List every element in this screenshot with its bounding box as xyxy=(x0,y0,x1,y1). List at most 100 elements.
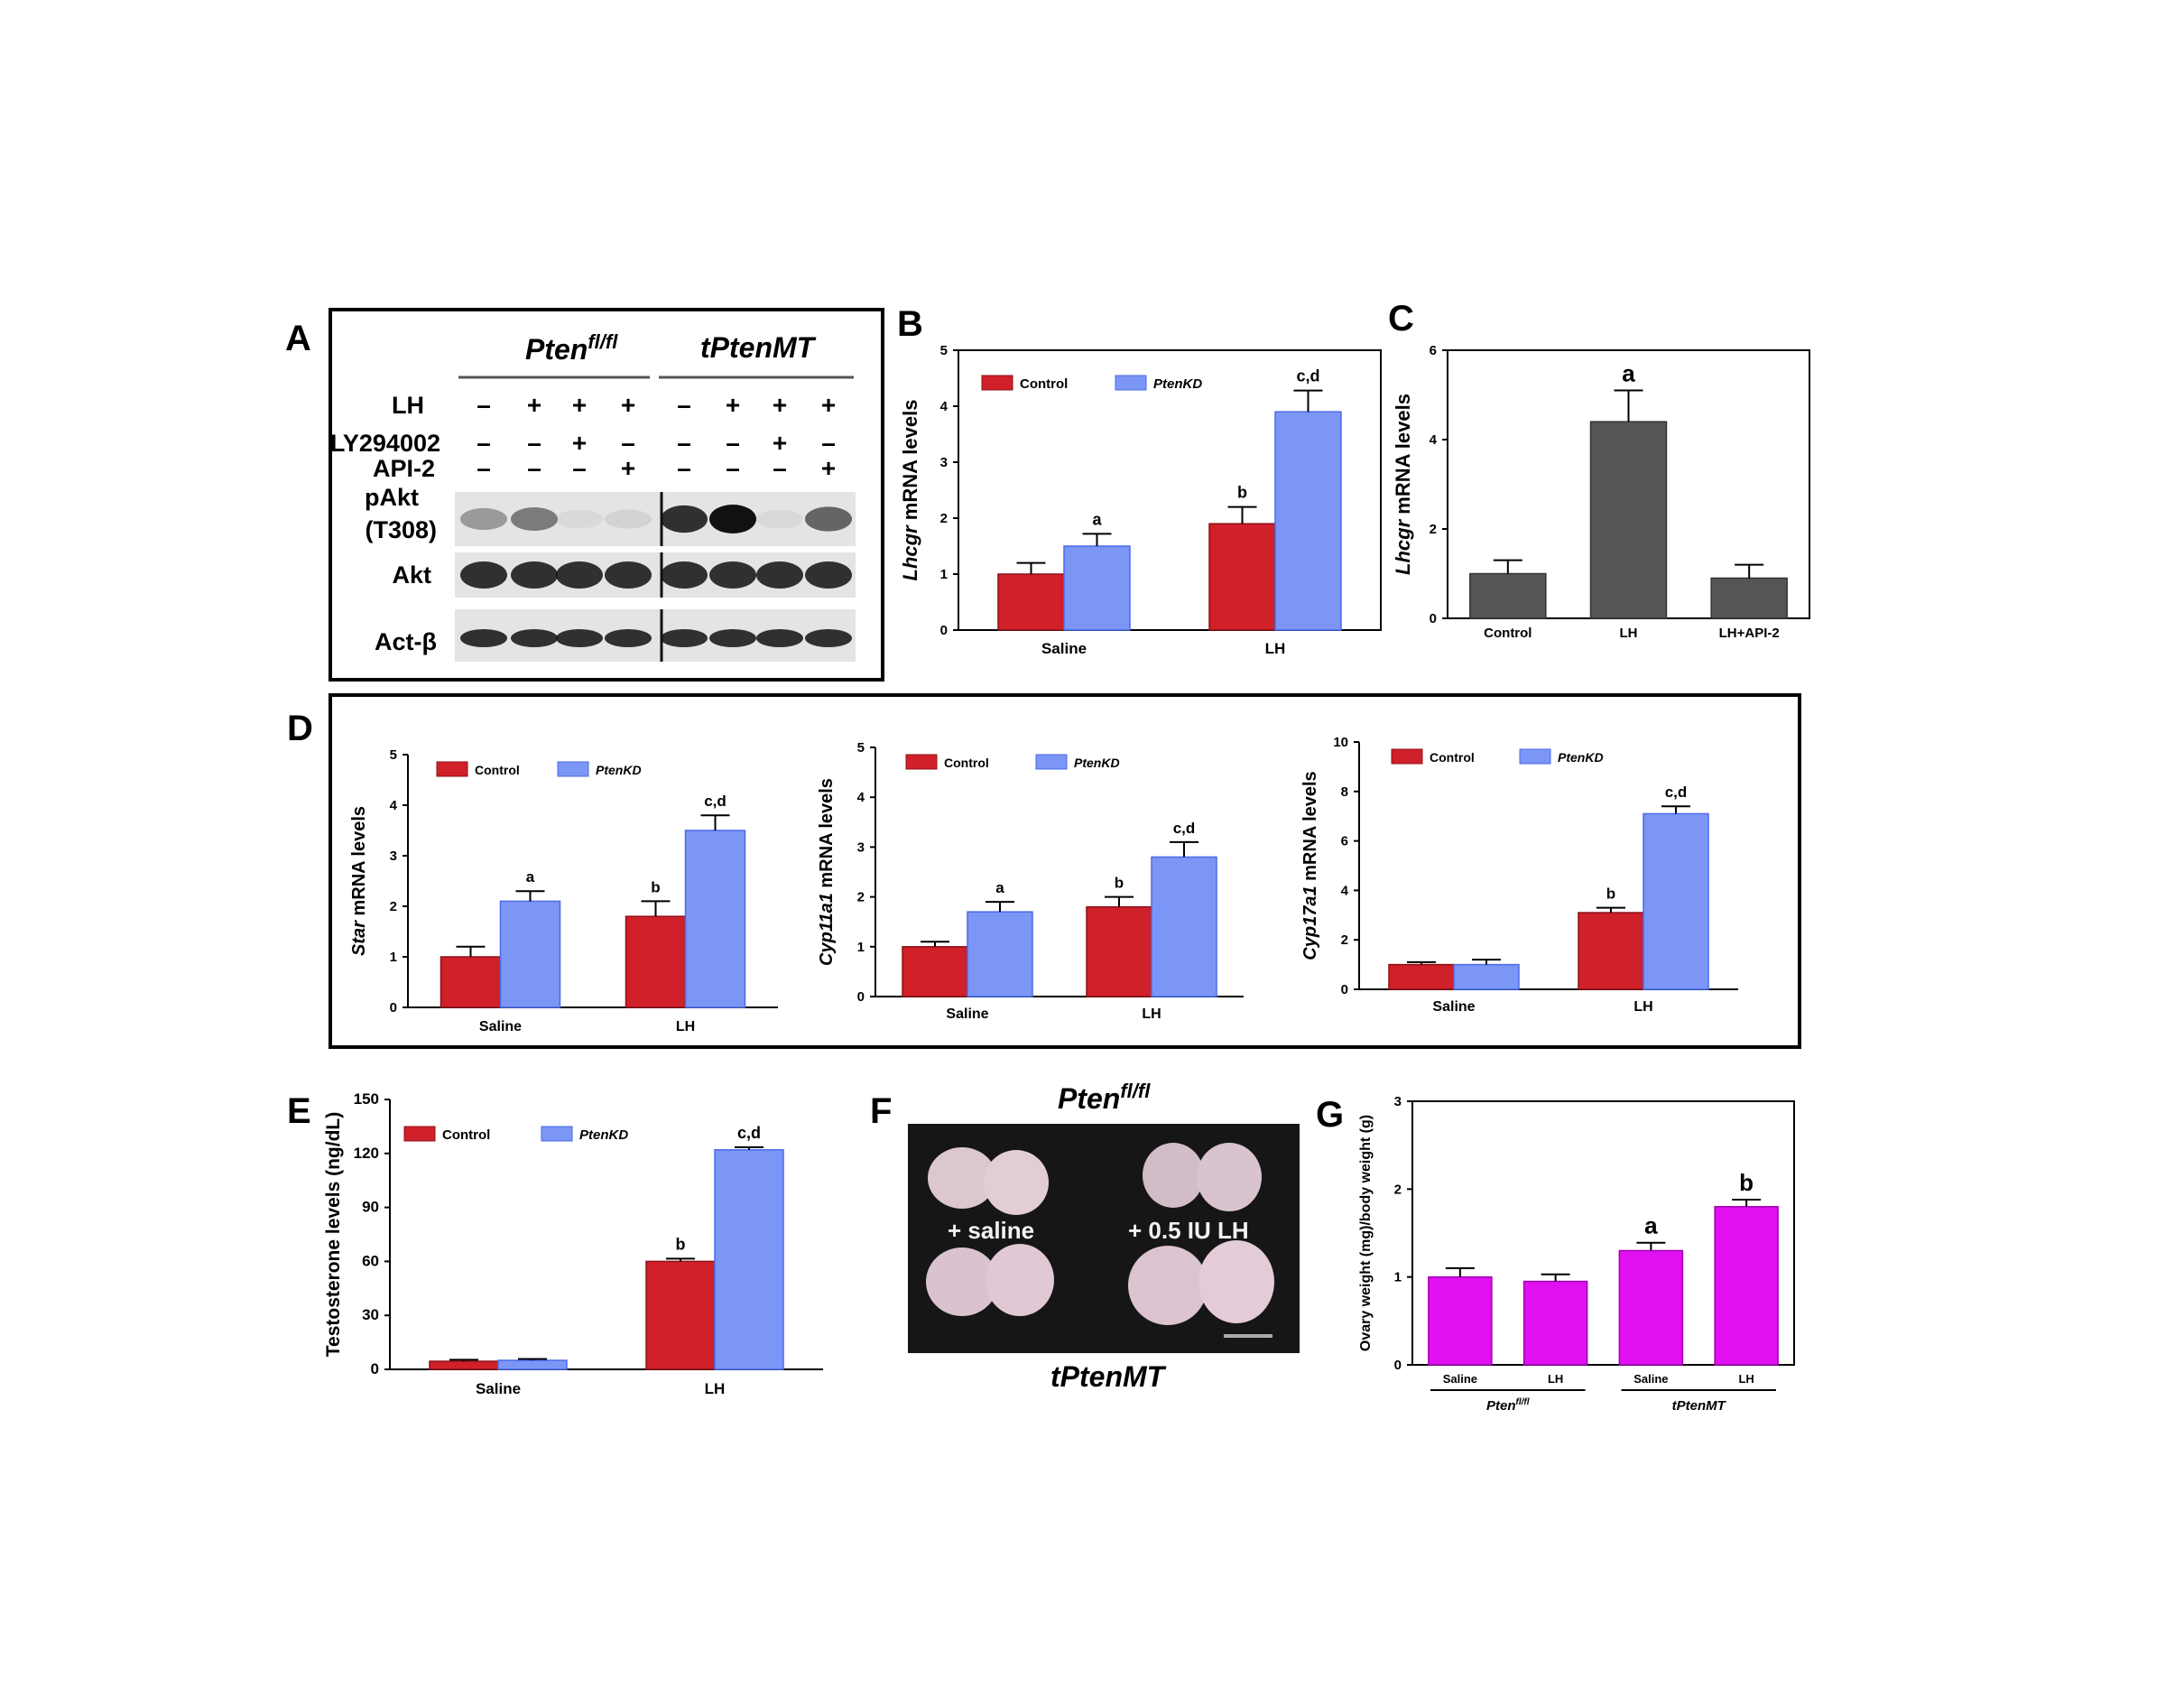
treatment-sign: + xyxy=(821,391,836,419)
significance-label: b xyxy=(651,878,660,895)
photo-right-caption: + 0.5 IU LH xyxy=(1128,1217,1249,1244)
photo-bottom-label: tPtenMT xyxy=(1050,1360,1167,1393)
chart-d1: 0 1 2 3 4 5 Star mRNA levels Saline a LH b c,d Contr… xyxy=(349,747,778,1034)
treatment-sign: – xyxy=(527,429,541,457)
western-blot-panel: Ptenfl/fl tPtenMT LH – + + + – + + +LY294002– – + –… xyxy=(330,330,856,662)
x-category-label: LH xyxy=(1633,999,1652,1015)
y-tick-label: 0 xyxy=(940,623,948,638)
x-category-label: LH xyxy=(705,1380,726,1397)
blot-band-act xyxy=(661,629,708,647)
bar xyxy=(1469,572,1547,619)
blot-label-akt: Akt xyxy=(392,561,431,589)
y-tick-label: 2 xyxy=(390,899,397,914)
y-tick-label: 8 xyxy=(1341,784,1348,800)
y-tick-label: 10 xyxy=(1333,735,1348,750)
x-category-label: Saline xyxy=(946,1006,988,1022)
legend-label: Control xyxy=(1020,376,1068,392)
significance-label: b xyxy=(1115,875,1124,892)
bar xyxy=(499,900,561,1008)
treatment-sign: + xyxy=(726,391,740,419)
y-axis-label: Cyp11a1 mRNA levels xyxy=(817,778,837,966)
significance-label: c,d xyxy=(1173,820,1196,837)
bar xyxy=(1063,545,1131,631)
y-tick-label: 1 xyxy=(857,940,865,955)
bar xyxy=(684,830,746,1008)
legend-swatch xyxy=(1519,748,1551,765)
treatment-sign: – xyxy=(773,454,787,482)
treatment-sign: – xyxy=(621,429,635,457)
significance-label: a xyxy=(1092,510,1102,528)
y-tick-label: 90 xyxy=(362,1199,379,1216)
x-category-label: Saline xyxy=(1041,640,1087,657)
y-tick-label: 5 xyxy=(390,747,397,763)
panel-letter-g: G xyxy=(1316,1095,1344,1135)
bar xyxy=(714,1149,784,1370)
y-tick-label: 120 xyxy=(354,1145,379,1162)
treatment-sign: + xyxy=(527,391,541,419)
panel-d-frame xyxy=(329,693,1801,1049)
blot-band-akt xyxy=(605,561,652,589)
y-tick-label: 5 xyxy=(940,343,948,358)
treatment-sign: – xyxy=(821,429,836,457)
blot-band-akt xyxy=(511,561,558,589)
bar xyxy=(902,946,968,997)
treatment-sign: – xyxy=(477,391,491,419)
bar xyxy=(497,1359,568,1370)
blot-band-act xyxy=(709,629,756,647)
legend-label: Control xyxy=(944,756,989,770)
y-axis-label: Testosterone levels (ng/dL) xyxy=(323,1112,344,1358)
panel-letter-a: A xyxy=(285,319,311,358)
significance-label: b xyxy=(1606,886,1615,903)
blot-band-pakt xyxy=(460,507,507,531)
x-category-label: Saline xyxy=(1443,1372,1477,1386)
legend-swatch xyxy=(557,761,589,777)
legend-swatch xyxy=(1391,748,1423,765)
significance-label: b xyxy=(1739,1169,1754,1196)
legend-label: Control xyxy=(475,763,520,777)
blot-band-act xyxy=(511,629,558,647)
y-tick-label: 2 xyxy=(940,511,948,526)
blot-band-act xyxy=(556,629,603,647)
western-group1-label: Ptenfl/fl xyxy=(525,330,618,366)
treatment-row-label: LH xyxy=(392,392,424,419)
treatment-sign: + xyxy=(773,429,787,457)
blot-band-akt xyxy=(661,561,708,589)
bar xyxy=(1388,963,1455,990)
blot-band-pakt xyxy=(511,507,558,531)
bar xyxy=(625,915,687,1008)
panel-letter-d: D xyxy=(287,709,313,748)
chart-b: 0 1 2 3 4 5 Lhcgr mRNA levels Saline a LH b c,d Cont… xyxy=(899,343,1382,657)
bar xyxy=(1453,963,1520,990)
y-tick-label: 3 xyxy=(1394,1094,1402,1109)
group-label: Ptenfl/fl xyxy=(1486,1397,1530,1414)
ovaries-lh-pten xyxy=(1143,1143,1262,1211)
y-tick-label: 0 xyxy=(390,1000,397,1016)
treatment-sign: + xyxy=(572,391,587,419)
legend-swatch xyxy=(905,754,938,770)
y-axis-label: Ovary weight (mg)/body weight (g) xyxy=(1358,1115,1374,1351)
legend-swatch xyxy=(403,1126,436,1142)
y-tick-label: 3 xyxy=(857,839,865,855)
blot-band-akt xyxy=(460,561,507,589)
x-category-label: Saline xyxy=(476,1380,521,1397)
significance-label: c,d xyxy=(1296,367,1319,385)
legend-swatch xyxy=(1035,754,1068,770)
blot-band-pakt xyxy=(661,505,708,533)
significance-label: a xyxy=(1644,1212,1658,1239)
treatment-sign: + xyxy=(821,454,836,482)
plot-frame xyxy=(1411,1100,1795,1366)
chart-e: 0 30 60 90 120 150 Testosterone levels (ng/dL)… xyxy=(323,1090,823,1397)
treatment-sign: – xyxy=(726,429,740,457)
blot-band-pakt xyxy=(605,509,652,529)
western-group2-label: tPtenMT xyxy=(700,331,817,364)
treatment-sign: – xyxy=(726,454,740,482)
ovaries-saline-tpten xyxy=(926,1244,1054,1316)
y-tick-label: 4 xyxy=(390,798,398,813)
treatment-sign: + xyxy=(621,391,635,419)
y-tick-label: 0 xyxy=(1341,982,1348,997)
panel-letter-c: C xyxy=(1388,299,1414,339)
bar xyxy=(967,911,1033,997)
bar xyxy=(1643,812,1709,990)
y-tick-label: 60 xyxy=(362,1252,379,1269)
bar xyxy=(1714,1206,1779,1366)
